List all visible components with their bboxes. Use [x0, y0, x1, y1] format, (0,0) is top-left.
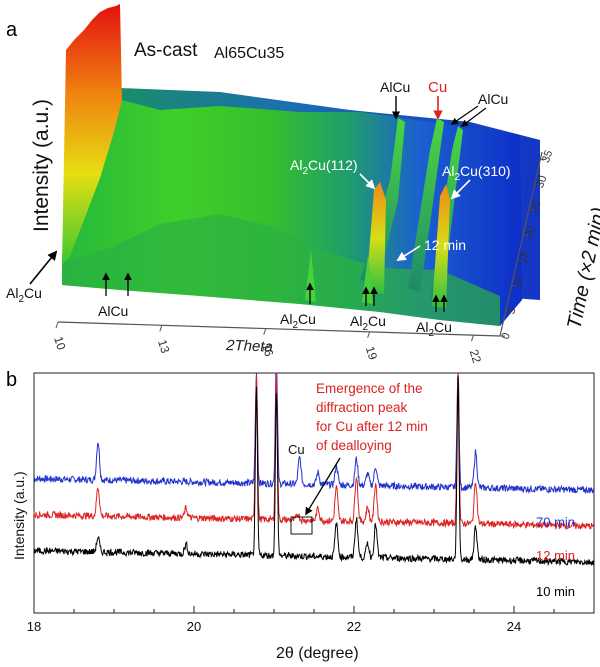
emergence-line-4: of dealloying [316, 438, 392, 453]
series-label: 10 min [536, 584, 575, 599]
annot-label: 12 min [424, 237, 466, 253]
annot-label: Cu [428, 79, 447, 96]
annot-label: AlCu [380, 79, 410, 95]
x-tick-label-b: 22 [347, 619, 361, 634]
arrow-12min [396, 245, 421, 262]
z-tick-label-3d: 30 [534, 174, 549, 190]
series-line-10-min [33, 376, 595, 567]
x-axis-3d [57, 321, 501, 337]
annot-label: Al2Cu [280, 311, 316, 331]
annot-label: Al2Cu [350, 313, 386, 333]
panel-a-label: a [6, 19, 18, 41]
annot-alcu-top: AlCu [380, 79, 410, 120]
x-tick-3d [159, 325, 163, 332]
peak-al2cu-310 [432, 184, 450, 308]
arrow-al2cu-310 [450, 179, 471, 200]
y-axis-label-b: Intensity (a.u.) [11, 471, 27, 560]
x-axis-label-3d: 2Theta [225, 337, 273, 356]
z-tick-label-3d: 15 [517, 250, 532, 266]
x-tick-3d [263, 328, 267, 335]
z-tick-label-3d: 25 [528, 199, 543, 215]
annot-12min: 12 min [396, 237, 466, 262]
z-ticks-3d: 0 5 10 15 20 25 30 35 [500, 149, 556, 341]
x-tick-3d [471, 335, 474, 342]
arrow-alcu-r1 [450, 105, 479, 125]
z-axis-label-3d: Time (×2 min) [563, 205, 600, 331]
x-tick-3d [55, 321, 59, 329]
annot-label: AlCu [478, 91, 508, 107]
emergence-line-2: diffraction peak [316, 400, 408, 415]
title-3d: As-cast [134, 40, 198, 61]
title-sub-3d: Al65Cu35 [214, 45, 284, 62]
emergence-line-3: for Cu after 12 min [316, 419, 428, 434]
x-tick-label-3d: 13 [155, 338, 173, 355]
x-tick-label-3d: 10 [51, 335, 69, 352]
annot-alcu-right: AlCu [450, 91, 508, 127]
z-axis-3d [499, 151, 543, 337]
x-axis-label-b: 2θ (degree) [276, 645, 359, 662]
x-tick-label-b: 24 [507, 619, 521, 634]
annot-label: Al2Cu(310) [442, 163, 511, 183]
annot-cu-b: Cu [288, 442, 305, 457]
annot-alcu-pair: AlCu [98, 272, 132, 319]
annot-al2cu-19: Al2Cu [280, 282, 316, 331]
emergence-arrow [305, 457, 341, 516]
z-tick-label-3d: 5 [505, 306, 518, 316]
series-label: 70 min [536, 515, 575, 530]
z-tick-label-3d: 35 [540, 149, 555, 165]
emergence-line-1: Emergence of the [316, 381, 423, 396]
z-tick-label-3d: 10 [511, 275, 526, 291]
annot-cu-top: Cu [428, 79, 447, 120]
plot-frame [33, 372, 595, 614]
annot-al2cu-first: Al2Cu [6, 250, 58, 305]
annot-al2cu-23: Al2Cu [416, 294, 452, 339]
emergence-annotation: Emergence of the diffraction peak for Cu… [290, 381, 428, 535]
annot-label: Al2Cu [416, 319, 452, 339]
z-tick-label-3d: 20 [523, 224, 538, 240]
series-line-70-min [33, 372, 595, 495]
panel-a: a 10 13 16 19 22 0 5 10 15 20 25 30 35 2Theta Inten… [6, 4, 600, 365]
x-tick-label-3d: 22 [467, 348, 485, 365]
peak-wall-al2cu [62, 4, 122, 265]
peak-al2cu-112 [366, 182, 386, 294]
series-group [33, 372, 595, 567]
annot-label: Al2Cu(112) [290, 157, 358, 177]
x-ticks-b: 18 20 22 24 [27, 606, 595, 634]
arrow-alcu-r2 [460, 107, 487, 127]
arrow-al2cu-112 [359, 173, 376, 190]
x-tick-label-3d: 16 [259, 341, 277, 358]
annot-label: AlCu [98, 303, 128, 319]
series-labels: 70 min 12 min 10 min [536, 515, 575, 600]
z-tick-label-3d: 0 [500, 331, 513, 341]
panel-b: b 18 20 22 24 70 min 12 min 10 min Intensity … [6, 369, 595, 662]
x-ticks-3d: 10 13 16 19 22 [51, 321, 485, 365]
x-tick-label-b: 20 [187, 619, 201, 634]
arrow-al2cu-first [29, 250, 58, 285]
annot-al2cu-112: Al2Cu(112) [290, 157, 376, 190]
surface-front [62, 214, 500, 326]
annot-al2cu-21: Al2Cu [350, 286, 386, 333]
annot-al2cu-310: Al2Cu(310) [442, 163, 511, 200]
series-label: 12 min [536, 548, 575, 563]
x-tick-label-b: 18 [27, 619, 41, 634]
x-tick-label-3d: 19 [363, 344, 381, 361]
series-line-12-min [33, 372, 595, 531]
annot-label: Al2Cu [6, 285, 42, 305]
x-tick-3d [367, 331, 371, 339]
highlight-box [290, 516, 313, 535]
panel-b-label: b [6, 369, 17, 391]
y-axis-label-3d: Intensity (a.u.) [30, 99, 53, 232]
